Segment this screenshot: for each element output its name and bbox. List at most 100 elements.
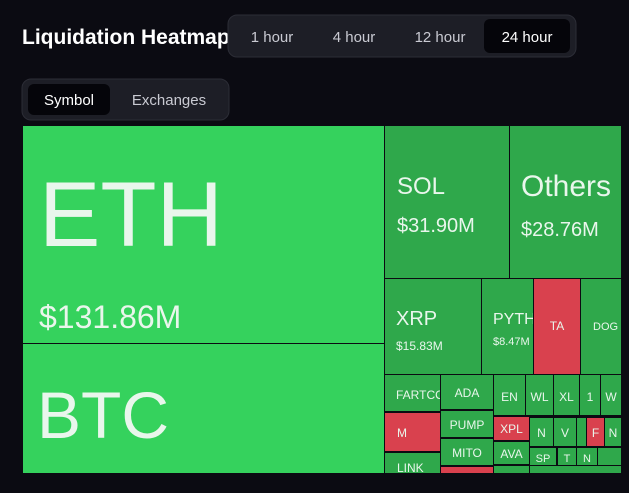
tile-label: ETH [39, 164, 223, 266]
tile-label: XL [559, 390, 574, 404]
tile[interactable]: ADA [441, 375, 493, 409]
tile[interactable]: BTC [23, 344, 384, 473]
view-tab[interactable]: Symbol [44, 92, 94, 109]
tile-bg [581, 279, 621, 374]
tile-label: SP [536, 453, 551, 465]
tile[interactable]: Others $28.76M [510, 126, 621, 278]
tile-label: MITO [452, 446, 482, 460]
tile[interactable]: ETH $131.86M [23, 126, 384, 343]
tile-filler [441, 467, 493, 473]
tile-bg [385, 413, 440, 451]
tile-value: $31.90M [397, 215, 475, 237]
tile-bg [494, 417, 529, 440]
tile[interactable]: V [554, 418, 576, 446]
timeframe-tab[interactable]: 1 hour [251, 29, 294, 46]
tile-label: BTC [37, 378, 169, 452]
tile-bg [526, 375, 553, 415]
tile-label: ADA [455, 386, 480, 400]
tile-label: Others [521, 170, 611, 203]
timeframe-tab[interactable]: 12 hour [415, 29, 466, 46]
page-title: Liquidation Heatmap [22, 26, 230, 49]
tile-bg [494, 442, 529, 464]
tile-bg [23, 344, 384, 473]
tile-label: TA [550, 319, 564, 333]
tile-bg [385, 453, 440, 473]
tile-label: WL [531, 390, 549, 404]
tile-bg [580, 375, 600, 415]
tile-bg [558, 448, 576, 465]
tile-label: M [397, 426, 407, 440]
tile[interactable]: XPL [494, 417, 529, 440]
tile-bg [385, 279, 481, 374]
tile[interactable]: M [385, 413, 440, 451]
tile-bg [530, 448, 556, 465]
tile-label: W [605, 390, 617, 404]
tile-bg [385, 126, 509, 278]
tile[interactable]: PUMP [441, 411, 493, 437]
tile-bg [587, 418, 604, 446]
tile[interactable]: SP [530, 448, 556, 465]
tile-filler [530, 466, 621, 473]
tile[interactable]: N [577, 448, 597, 465]
tile-filler [494, 466, 529, 473]
tile-label: N [609, 426, 618, 440]
tile-bg [530, 418, 553, 446]
tile-label: LINK [397, 461, 424, 475]
tile-label: F [592, 426, 599, 440]
tile-label: EN [501, 390, 518, 404]
tile[interactable]: N [605, 418, 621, 446]
tile-label: N [583, 453, 591, 465]
tile[interactable]: DOG [581, 279, 621, 374]
timeframe-tab[interactable]: 4 hour [333, 29, 376, 46]
tile-value: $15.83M [396, 339, 443, 353]
tile-value: $28.76M [521, 219, 599, 241]
tile-bg [385, 375, 440, 411]
tile[interactable]: WL [526, 375, 553, 415]
tile-bg [605, 418, 621, 446]
tile-label: DOG [593, 321, 618, 333]
tile-bg [482, 279, 533, 374]
tile[interactable]: FARTCO [385, 375, 444, 411]
tile[interactable]: SOL $31.90M [385, 126, 509, 278]
tile[interactable]: LINK [385, 453, 440, 475]
timeframe-tab[interactable]: 24 hour [502, 29, 553, 46]
tile[interactable]: W [601, 375, 621, 415]
tile[interactable]: N [530, 418, 553, 446]
tile[interactable]: XL [554, 375, 579, 415]
tile-label: AVA [500, 447, 522, 461]
tile[interactable]: AVA [494, 442, 529, 464]
view-tab[interactable]: Exchanges [132, 92, 206, 109]
tile[interactable]: XRP $15.83M [385, 279, 481, 374]
tile[interactable]: PYTH $8.47M [482, 279, 536, 374]
tile-bg [441, 411, 493, 437]
tile-bg [601, 375, 621, 415]
tile-label: XPL [500, 422, 523, 436]
active-tab-bg [484, 19, 570, 53]
tile-bg [534, 279, 580, 374]
tile-label: SOL [397, 173, 445, 200]
tile[interactable]: TA [534, 279, 580, 374]
tile-bg [510, 126, 621, 278]
tile-value: $131.86M [39, 299, 181, 335]
tile[interactable]: EN [494, 375, 525, 415]
tile[interactable]: MITO [441, 439, 493, 465]
tile-filler [598, 448, 621, 465]
tile-label: PYTH [493, 311, 536, 328]
tile-label: V [561, 426, 569, 440]
tile-bg [23, 126, 384, 343]
tile[interactable]: T [558, 448, 576, 465]
tile-bg [577, 448, 597, 465]
tile-label: XRP [396, 308, 437, 330]
tile[interactable]: F [587, 418, 604, 446]
tile-label: FARTCO [396, 388, 444, 402]
tile-bg [554, 418, 576, 446]
tile-value: $8.47M [493, 336, 530, 348]
active-view-bg [28, 84, 110, 115]
tile-bg [441, 439, 493, 465]
tile-label: PUMP [450, 418, 485, 432]
tile[interactable]: 1 [580, 375, 600, 415]
tile-label: N [537, 426, 546, 440]
tile-bg [494, 375, 525, 415]
